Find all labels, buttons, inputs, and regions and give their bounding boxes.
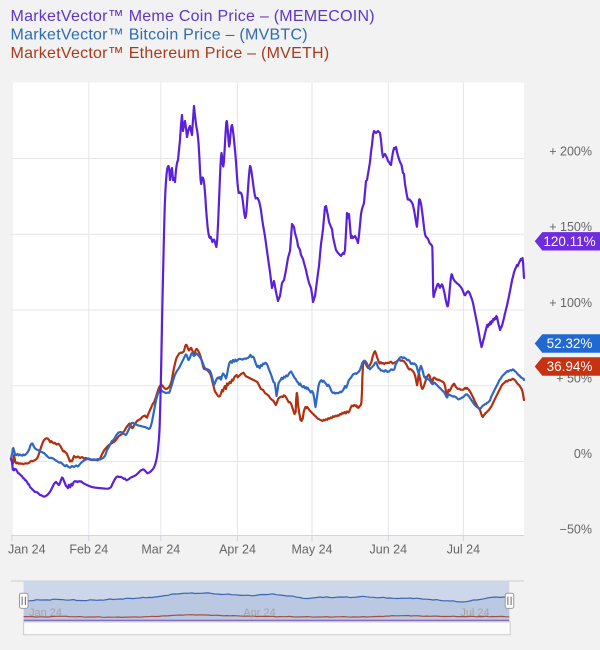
svg-text:May 24: May 24 <box>292 543 333 557</box>
svg-text:Feb 24: Feb 24 <box>69 543 108 557</box>
svg-text:120.11%: 120.11% <box>543 234 595 249</box>
svg-text:Jun 24: Jun 24 <box>370 543 408 557</box>
svg-text:Mar 24: Mar 24 <box>141 543 180 557</box>
svg-text:0%: 0% <box>574 447 592 461</box>
svg-text:Jul 24: Jul 24 <box>460 607 489 619</box>
svg-text:+ 150%: + 150% <box>549 220 592 234</box>
svg-text:MarketVector™ Ethereum Price –: MarketVector™ Ethereum Price – (MVETH) <box>11 45 330 62</box>
svg-text:−50%: −50% <box>560 523 592 537</box>
svg-text:MarketVector™ Bitcoin Price –: MarketVector™ Bitcoin Price – (MVBTC) <box>11 27 308 44</box>
svg-text:Apr 24: Apr 24 <box>219 543 256 557</box>
svg-text:Jul 24: Jul 24 <box>447 543 480 557</box>
svg-text:Jan 24: Jan 24 <box>8 543 46 557</box>
svg-text:52.32%: 52.32% <box>547 336 593 351</box>
svg-text:Apr 24: Apr 24 <box>243 607 275 619</box>
svg-text:MarketVector™ Meme Coin Price: MarketVector™ Meme Coin Price – (MEMECOI… <box>11 8 375 25</box>
svg-text:+ 100%: + 100% <box>549 296 592 310</box>
svg-text:Jan 24: Jan 24 <box>29 607 62 619</box>
svg-text:+ 200%: + 200% <box>549 144 592 158</box>
svg-text:36.94%: 36.94% <box>547 359 593 374</box>
